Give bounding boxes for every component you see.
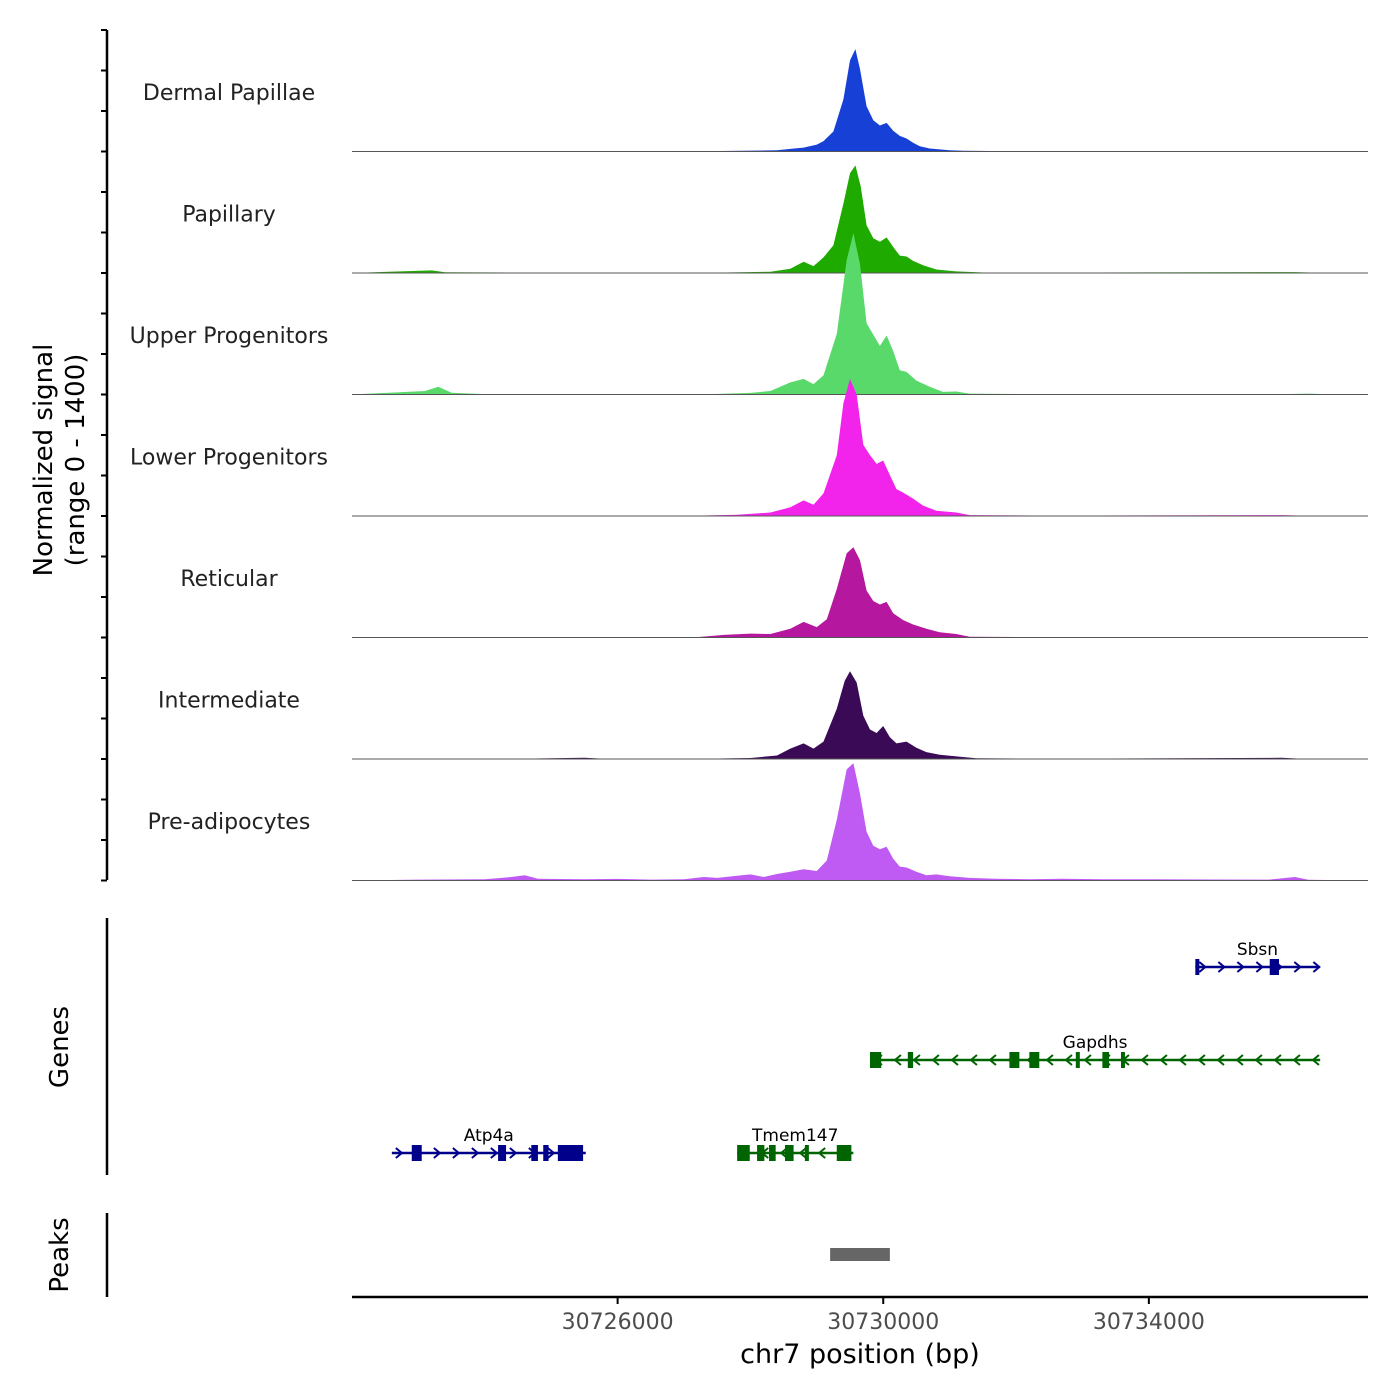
exon (543, 1145, 549, 1161)
strand-arrow (1235, 1054, 1244, 1066)
gene-tmem147: Tmem147 (737, 1126, 854, 1161)
gene-label: Sbsn (1237, 940, 1278, 960)
strand-arrow (1178, 1054, 1187, 1066)
strand-arrow (1197, 1054, 1206, 1066)
exon (1269, 959, 1280, 975)
strand-arrow (893, 1054, 902, 1066)
strand-arrow (471, 1147, 480, 1159)
exon (869, 1052, 882, 1068)
gene-label: Atp4a (464, 1126, 514, 1146)
y-axis-label-line1: Normalized signal (29, 344, 59, 577)
coverage-area (352, 165, 1368, 273)
peak-track (105, 1213, 890, 1297)
track-upper-progenitors: Upper Progenitors (130, 233, 1368, 395)
strand-arrow (433, 1147, 442, 1159)
exon (411, 1145, 422, 1161)
track-label: Papillary (182, 203, 276, 228)
strand-arrow (988, 1054, 997, 1066)
x-tick-label: 30726000 (562, 1310, 674, 1335)
strand-arrow (817, 1147, 826, 1159)
gene-sbsn: Sbsn (1195, 940, 1321, 975)
strand-arrow (1273, 1054, 1282, 1066)
track-lower-progenitors: Lower Progenitors (130, 378, 1368, 517)
coverage-area (352, 547, 1368, 638)
exon (737, 1145, 750, 1161)
track-label: Lower Progenitors (130, 446, 328, 471)
strand-arrow (1216, 1054, 1225, 1066)
exon (757, 1145, 765, 1161)
x-axis: 30726000 30730000 30734000 (352, 1295, 1368, 1335)
exon (836, 1145, 852, 1161)
track-label: Intermediate (158, 689, 300, 714)
exon (907, 1052, 914, 1068)
exon (1120, 1052, 1125, 1068)
track-papillary: Papillary (182, 165, 1368, 274)
x-tick-label: 30734000 (1093, 1310, 1205, 1335)
gene-label: Tmem147 (751, 1126, 838, 1146)
exon (769, 1145, 776, 1161)
track-label: Dermal Papillae (143, 81, 315, 106)
strand-arrow (1198, 961, 1207, 973)
track-reticular: Reticular (180, 547, 1368, 638)
strand-arrow (1064, 1054, 1073, 1066)
track-dermal-papillae: Dermal Papillae (143, 49, 1368, 152)
strand-arrow (1255, 961, 1264, 973)
strand-arrow (1311, 1054, 1320, 1066)
strand-arrow (1045, 1054, 1054, 1066)
strand-arrow (1083, 1054, 1092, 1066)
strand-arrow (1236, 961, 1245, 973)
exon (531, 1145, 538, 1161)
strand-arrow (1140, 1054, 1149, 1066)
strand-arrow (1292, 1054, 1301, 1066)
gene-atp4a: Atp4a (391, 1126, 586, 1161)
strand-arrow (1254, 1054, 1263, 1066)
strand-arrow (547, 1147, 556, 1159)
x-tick-label: 30730000 (827, 1310, 939, 1335)
y-axis-label-line2: (range 0 - 1400) (61, 354, 91, 567)
genes-panel-label: Genes (45, 1006, 75, 1088)
exon (1195, 959, 1200, 975)
track-label: Upper Progenitors (130, 324, 329, 349)
gene-label: Gapdhs (1063, 1033, 1128, 1053)
exon (784, 1145, 794, 1161)
gene-gapdhs: Gapdhs (869, 1033, 1321, 1068)
strand-arrow (490, 1147, 499, 1159)
exon (1102, 1052, 1110, 1068)
track-pre-adipocytes: Pre-adipocytes (148, 763, 1368, 881)
strand-arrow (509, 1147, 518, 1159)
strand-arrow (931, 1054, 940, 1066)
coverage-tracks: Dermal Papillae Papillary Upper Progenitor… (130, 49, 1368, 881)
exon (804, 1145, 809, 1161)
strand-arrow (1312, 961, 1321, 973)
track-intermediate: Intermediate (158, 671, 1368, 760)
peaks-panel-label: Peaks (45, 1217, 75, 1292)
peak-region (830, 1248, 890, 1261)
strand-arrow (1159, 1054, 1168, 1066)
strand-arrow (1217, 961, 1226, 973)
gene-track: Sbsn Gapdhs Atp4a Tmem147 (105, 918, 1321, 1175)
exon (1029, 1052, 1040, 1068)
strand-arrow (1293, 961, 1302, 973)
exon (1075, 1052, 1080, 1068)
x-axis-label: chr7 position (bp) (740, 1339, 980, 1370)
strand-arrow (452, 1147, 461, 1159)
coverage-area (352, 378, 1368, 516)
strand-arrow (969, 1054, 978, 1066)
strand-arrow (912, 1054, 921, 1066)
track-label: Pre-adipocytes (148, 810, 311, 835)
strand-arrow (798, 1147, 807, 1159)
track-label: Reticular (180, 567, 278, 592)
exon (498, 1145, 507, 1161)
coverage-area (352, 763, 1368, 881)
strand-arrow (395, 1147, 404, 1159)
exon (557, 1145, 584, 1161)
exon (1009, 1052, 1020, 1068)
strand-arrow (950, 1054, 959, 1066)
signal-y-axis (101, 29, 109, 882)
coverage-area (352, 233, 1368, 395)
coverage-area (352, 671, 1368, 759)
coverage-area (352, 49, 1368, 152)
